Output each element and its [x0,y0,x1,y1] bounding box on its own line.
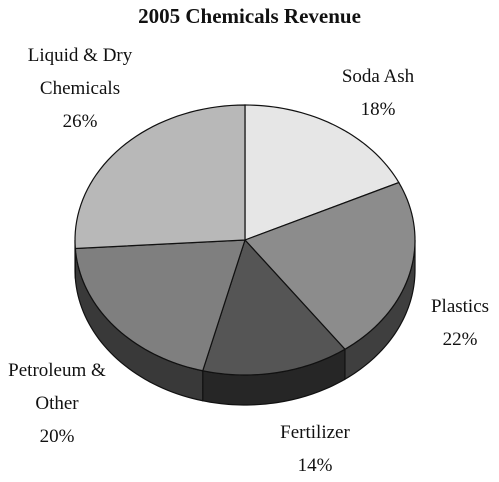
value-label: 22% [415,323,499,356]
category-name: Liquid & Dry Chemicals [20,39,140,105]
value-label: 18% [318,93,438,126]
value-label: 20% [7,420,107,453]
category-name: Soda Ash [318,60,438,93]
category-name: Petroleum & Other [7,354,107,420]
value-label: 26% [20,105,140,138]
category-name: Fertilizer [255,416,375,449]
value-label: 14% [255,449,375,482]
category-name: Plastics [415,290,499,323]
chart-title: 2005 Chemicals Revenue [0,4,499,29]
